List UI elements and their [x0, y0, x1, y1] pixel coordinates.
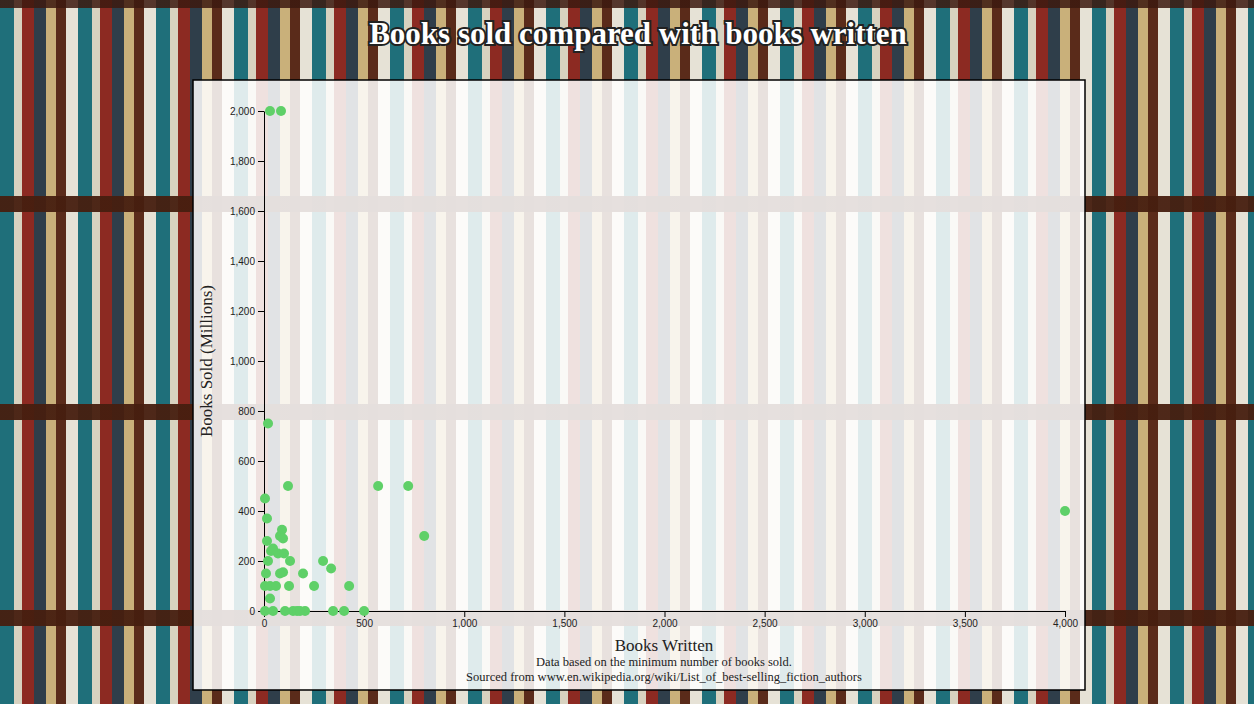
- point: [309, 581, 319, 591]
- tick-label: 800: [238, 406, 255, 417]
- point: [373, 481, 383, 491]
- point: [271, 581, 281, 591]
- tick-mark: [258, 411, 264, 412]
- tick-label: 2,000: [230, 106, 255, 117]
- point: [339, 606, 349, 616]
- tick-label: 3,500: [953, 618, 978, 629]
- tick-mark: [665, 611, 666, 617]
- point: [403, 481, 413, 491]
- tick-label: 1,000: [230, 356, 255, 367]
- tick-label: 1,000: [452, 618, 477, 629]
- tick-mark: [1065, 611, 1066, 617]
- point: [260, 494, 270, 504]
- tick-mark: [965, 611, 966, 617]
- tick: 2,000: [652, 611, 677, 629]
- point: [359, 606, 369, 616]
- tick-mark: [464, 611, 465, 617]
- tick: 1,400: [230, 256, 264, 267]
- note: Sourced from www.en.wikipedia.org/wiki/L…: [466, 670, 862, 684]
- tick-label: 3,000: [853, 618, 878, 629]
- point: [275, 569, 285, 579]
- points: [260, 106, 1070, 616]
- point: [298, 569, 308, 579]
- point: [295, 606, 305, 616]
- tick: 400: [238, 506, 264, 517]
- tick-mark: [258, 511, 264, 512]
- point: [318, 556, 328, 566]
- point: [279, 549, 289, 559]
- point: [278, 534, 288, 544]
- tick-mark: [258, 461, 264, 462]
- tick: 1,000: [230, 356, 264, 367]
- title: Books sold compared with books written: [369, 16, 907, 51]
- tick-label: 2,500: [753, 618, 778, 629]
- note: Data based on the minimum number of book…: [536, 655, 792, 669]
- point: [265, 106, 275, 116]
- tick-mark: [564, 611, 565, 617]
- point: [262, 514, 272, 524]
- point: [284, 581, 294, 591]
- tick-mark: [258, 261, 264, 262]
- tick: 3,500: [953, 611, 978, 629]
- chart: 05001,0001,5002,0002,5003,0003,5004,0000…: [0, 0, 1254, 704]
- point: [283, 481, 293, 491]
- tick-label: 1,800: [230, 156, 255, 167]
- tick-mark: [865, 611, 866, 617]
- tick-mark: [258, 111, 264, 112]
- tick: 1,500: [552, 611, 577, 629]
- tick: 600: [238, 456, 264, 467]
- tick: 800: [238, 406, 264, 417]
- point: [262, 536, 272, 546]
- point: [276, 106, 286, 116]
- point: [328, 606, 338, 616]
- tick-mark: [258, 161, 264, 162]
- tick-label: 1,500: [552, 618, 577, 629]
- tick-label: 1,200: [230, 306, 255, 317]
- tick: 2,500: [753, 611, 778, 629]
- tick-label: 4,000: [1053, 618, 1078, 629]
- point: [263, 419, 273, 429]
- tick-mark: [258, 361, 264, 362]
- tick-label: 2,000: [652, 618, 677, 629]
- tick: 1,600: [230, 206, 264, 217]
- point: [326, 564, 336, 574]
- point: [280, 606, 290, 616]
- tick-label: 400: [238, 506, 255, 517]
- tick-label: 0: [249, 606, 255, 617]
- tick-label: 500: [356, 618, 373, 629]
- y-axis: 0 200 400 600 800 1,000 1,200 1,400 1,600 1,800 2,…: [230, 106, 265, 617]
- tick: 4,000: [1053, 611, 1078, 629]
- tick-label: 1,400: [230, 256, 255, 267]
- tick-label: 0: [262, 618, 268, 629]
- tick: 1,000: [452, 611, 477, 629]
- x-axis: 0 500 1,000 1,500 2,000 2,500 3,000 3,500 4,000: [262, 611, 1079, 629]
- tick-label: 1,600: [230, 206, 255, 217]
- tick-mark: [258, 211, 264, 212]
- tick-label: 200: [238, 556, 255, 567]
- tick: 200: [238, 556, 264, 567]
- y-axis-title: Books Sold (Millions): [197, 285, 216, 437]
- tick-mark: [765, 611, 766, 617]
- point: [344, 581, 354, 591]
- chart-panel: [193, 80, 1085, 690]
- tick: 1,200: [230, 306, 264, 317]
- point: [419, 531, 429, 541]
- tick: 1,800: [230, 156, 264, 167]
- point: [265, 594, 275, 604]
- tick: 3,000: [853, 611, 878, 629]
- point: [1060, 506, 1070, 516]
- point: [263, 556, 273, 566]
- point: [261, 569, 271, 579]
- point: [268, 606, 278, 616]
- tick: 2,000: [230, 106, 264, 117]
- tick-label: 600: [238, 456, 255, 467]
- tick-mark: [258, 311, 264, 312]
- x-axis-title: Books Written: [615, 636, 714, 655]
